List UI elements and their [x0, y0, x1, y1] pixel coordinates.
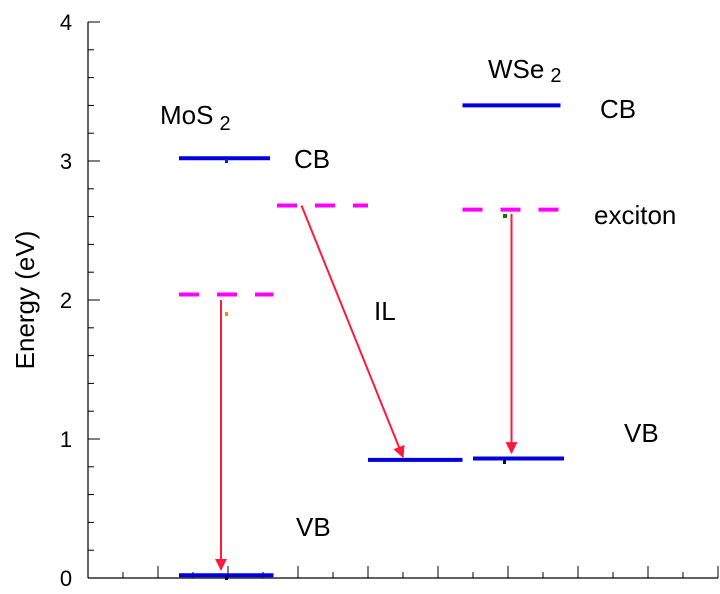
- y-tick-label-3: 3: [60, 149, 72, 174]
- y-tick-label-4: 4: [60, 10, 72, 35]
- wse2-label-name: WSe: [488, 54, 544, 84]
- exciton-label: exciton: [594, 200, 676, 230]
- il-recombination-arrow: [300, 205, 405, 459]
- mos2-cb-label: CB: [294, 144, 330, 174]
- y-tick-label-0: 0: [60, 566, 72, 591]
- y-tick-label-2: 2: [60, 288, 72, 313]
- y-ticks: [88, 21, 100, 579]
- marker-dot-wse2-exciton: [503, 214, 507, 218]
- wse2-vb-label: VB: [624, 418, 659, 448]
- mos2-label: MoS 2: [160, 100, 231, 135]
- marker-dot-mos2-cb: [225, 159, 228, 163]
- y-tick-label-1: 1: [60, 427, 72, 452]
- marker-dot-wse2-vb: [503, 459, 506, 464]
- mos2-label-name: MoS: [160, 100, 213, 130]
- mos2-label-subscript: 2: [219, 113, 230, 135]
- mos2-vb-label: VB: [296, 512, 331, 542]
- y-axis-label: Energy (eV): [10, 231, 40, 370]
- transitions: [215, 205, 518, 571]
- wse2-cb-label: CB: [600, 94, 636, 124]
- il-label: IL: [374, 296, 396, 326]
- marker-dot-mos2-vb: [225, 575, 228, 580]
- wse2-label-subscript: 2: [550, 65, 561, 87]
- wse2-label: WSe 2: [488, 54, 561, 87]
- marker-dot-mos2-exciton: [225, 312, 228, 316]
- energy-levels: [179, 103, 564, 578]
